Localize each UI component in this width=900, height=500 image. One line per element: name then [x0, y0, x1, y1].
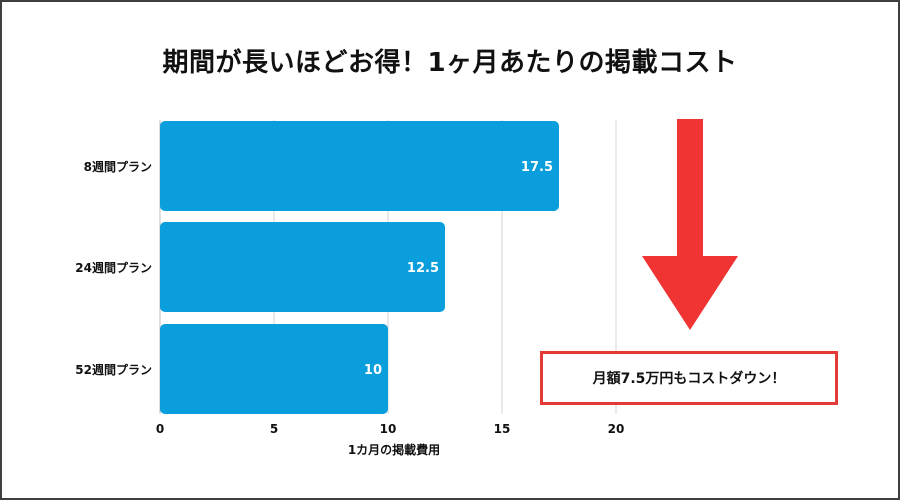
bars [160, 121, 559, 414]
category-label: 24週間プラン [75, 260, 152, 275]
bar-value-label: 10 [364, 363, 382, 378]
x-tick-label: 20 [608, 422, 625, 436]
bar-value-label: 12.5 [407, 261, 439, 276]
category-label: 8週間プラン [84, 159, 152, 174]
x-tick-label: 0 [156, 422, 164, 436]
category-label: 52週間プラン [75, 362, 152, 377]
x-tick-label: 5 [270, 422, 278, 436]
x-axis-label: 1カ月の掲載費用 [348, 442, 440, 457]
labels: 0 5 10 15 20 17.5 8週間プラン 12.5 24週間プラン 10 52週間プラン 1カ… [75, 159, 624, 457]
bar [160, 121, 559, 211]
bar-value-label: 17.5 [521, 160, 553, 175]
x-tick-label: 10 [380, 422, 397, 436]
bar [160, 222, 445, 312]
cost-down-callout: 月額7.5万円もコストダウン！ [540, 351, 838, 405]
x-tick-label: 15 [494, 422, 511, 436]
down-arrow-icon [642, 119, 738, 330]
down-arrow-shape [642, 119, 738, 330]
bar [160, 324, 388, 414]
chart-title: 期間が長いほどお得！1ヶ月あたりの掲載コスト [162, 48, 738, 78]
